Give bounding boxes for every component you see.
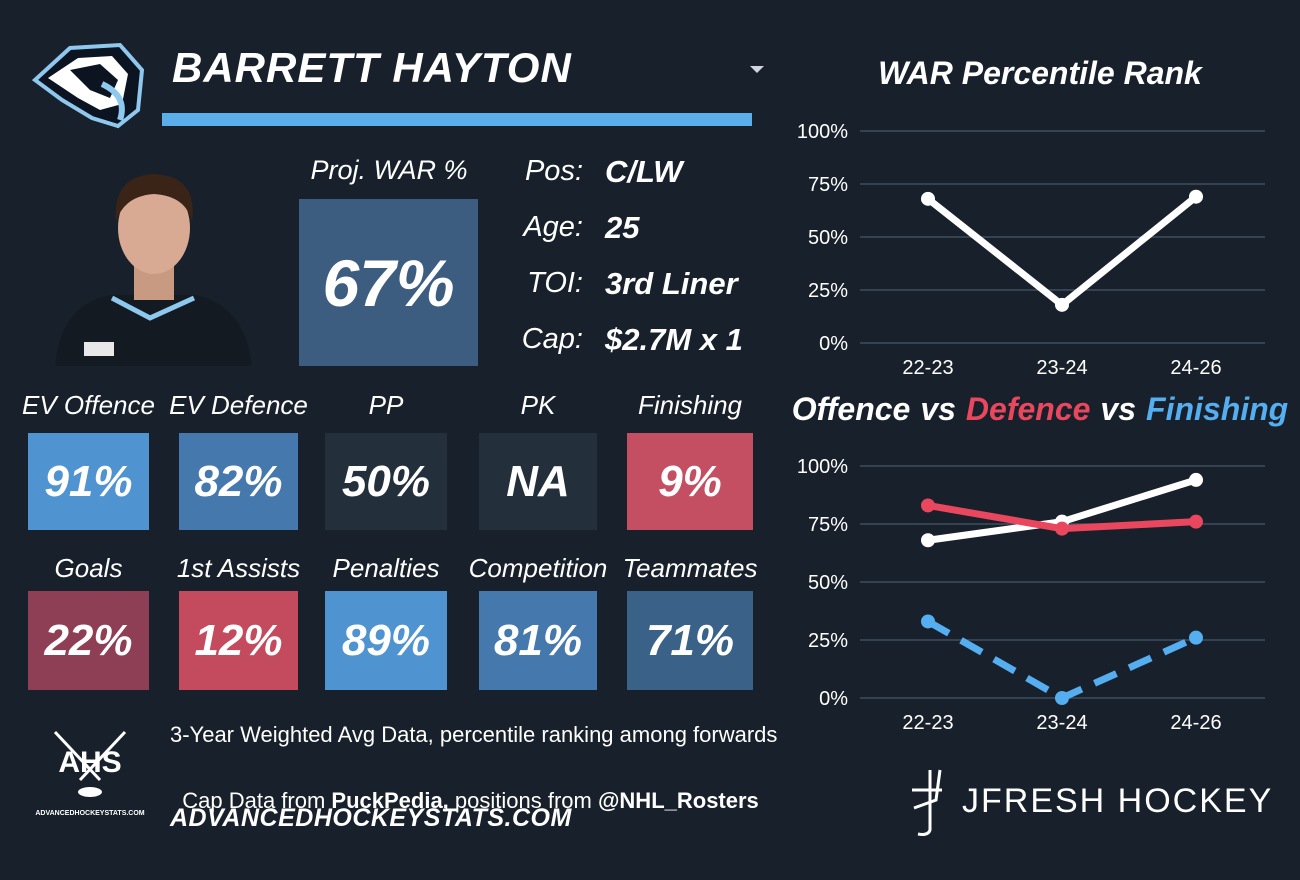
title-series: Defence: [966, 391, 1091, 427]
player-photo: [55, 174, 252, 366]
tile-label: Finishing: [637, 390, 743, 420]
x-tick-label: 23-24: [1036, 357, 1087, 379]
info-label: Cap:: [521, 323, 583, 355]
title-series: Finishing: [1146, 391, 1288, 427]
tile-value: 9%: [627, 433, 753, 530]
point: [1189, 189, 1203, 204]
info-value: 25: [605, 210, 640, 245]
y-tick-label: 75%: [808, 514, 848, 536]
player-name: BARRETT HAYTON: [172, 44, 572, 91]
title-separator: vs: [920, 391, 956, 427]
brand: JFRESH HOCKEY: [962, 782, 1273, 820]
brand-logo: [912, 769, 942, 836]
site-url: ADVANCEDHOCKEYSTATS.COM: [170, 804, 572, 832]
tile-value: 22%: [28, 591, 149, 690]
footer-note: 3-Year Weighted Avg Data, percentile ran…: [170, 722, 778, 747]
tile-value: 50%: [325, 433, 447, 530]
point: [921, 191, 935, 206]
y-tick-label: 25%: [808, 280, 848, 302]
y-tick-label: 100%: [797, 121, 848, 143]
source-link: @NHL_Rosters: [597, 788, 759, 813]
x-tick-label: 22-23: [902, 357, 953, 379]
y-tick-label: 0%: [819, 333, 848, 355]
tile-label: Goals: [54, 553, 123, 583]
info-value: C/LW: [605, 154, 683, 189]
tile-label: PP: [368, 390, 404, 420]
x-tick-label: 24-26: [1170, 357, 1221, 379]
point: [921, 533, 935, 548]
x-tick-label: 24-26: [1170, 712, 1221, 734]
x-tick-label: 23-24: [1036, 712, 1087, 734]
tile-label: EV Defence: [169, 390, 308, 420]
y-tick-label: 25%: [808, 630, 848, 652]
tile-value: 91%: [28, 433, 149, 530]
title-series: Offence: [792, 391, 911, 427]
player-dropdown[interactable]: [750, 66, 764, 73]
x-tick-label: 22-23: [902, 712, 953, 734]
tile-label: PK: [520, 390, 556, 420]
team-logo: [31, 42, 145, 129]
info-value: $2.7M x 1: [605, 322, 743, 357]
tile-label: Teammates: [622, 553, 758, 583]
tile-label: Penalties: [332, 553, 440, 583]
title-separator: vs: [1100, 391, 1136, 427]
point: [1189, 630, 1203, 645]
point: [1055, 297, 1069, 312]
tile-value: 12%: [179, 591, 298, 690]
tile-value: 89%: [325, 591, 447, 690]
point: [1055, 691, 1069, 705]
ahs-logo: AHS ADVANCEDHOCKEYSTATS.COM: [35, 730, 145, 817]
point: [921, 498, 935, 513]
source-text: Cap Data from: [182, 788, 332, 813]
series-line: [925, 193, 1199, 309]
y-tick-label: 100%: [797, 456, 848, 478]
proj-war-value: 67%: [299, 199, 478, 366]
tile-label: EV Offence: [22, 390, 155, 420]
footer-sources: Cap Data from PuckPedia, positions from …: [170, 762, 759, 814]
source-link: PuckPedia,: [331, 788, 449, 813]
point: [1189, 514, 1203, 529]
y-tick-label: 75%: [808, 174, 848, 196]
tile-label: Competition: [468, 553, 608, 583]
header-bar: [162, 113, 752, 126]
info-label: TOI:: [527, 267, 583, 299]
info-label: Pos:: [524, 155, 583, 187]
point: [1189, 472, 1203, 487]
tile-value: NA: [479, 433, 597, 530]
tile-value: 82%: [179, 433, 298, 530]
tile-label: 1st Assists: [176, 553, 301, 583]
chart-title: WAR Percentile Rank: [878, 55, 1204, 91]
chart-title: Offence vs Defence vs Finishing: [792, 391, 1288, 427]
tile-value: 81%: [479, 591, 597, 690]
y-tick-label: 50%: [808, 572, 848, 594]
tile-value: 71%: [627, 591, 753, 690]
series-line: [926, 618, 1198, 702]
source-text: positions from: [448, 788, 598, 813]
y-tick-label: 50%: [808, 227, 848, 249]
info-value: 3rd Liner: [605, 266, 738, 301]
y-tick-label: 0%: [819, 688, 848, 710]
proj-war-label: Proj. WAR %: [310, 155, 468, 185]
point: [921, 614, 935, 629]
info-label: Age:: [523, 211, 583, 243]
ahs-logo-sub: ADVANCEDHOCKEYSTATS.COM: [35, 810, 144, 817]
point: [1055, 521, 1069, 536]
ahs-logo-text: AHS: [58, 746, 121, 779]
